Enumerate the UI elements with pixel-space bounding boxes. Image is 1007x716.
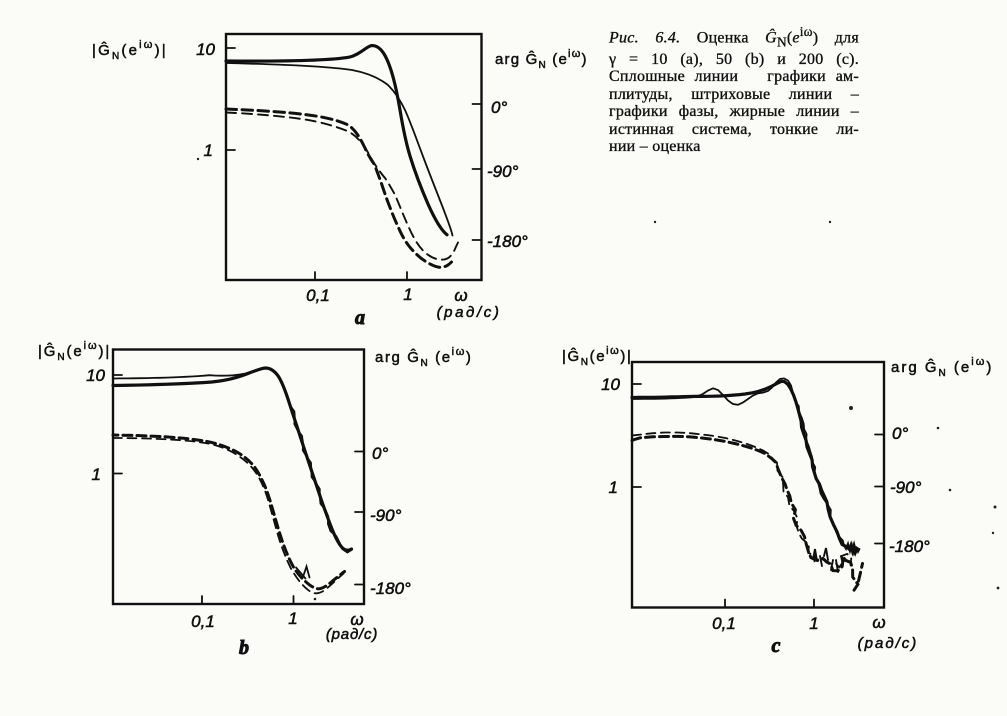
svg-text:1: 1	[204, 141, 213, 160]
svg-text:c: c	[772, 635, 781, 657]
svg-text:0°: 0°	[372, 444, 388, 463]
svg-text:a: a	[355, 307, 365, 329]
svg-text:|ĜN(eiω)|: |ĜN(eiω)|	[562, 345, 632, 368]
svg-text:10: 10	[601, 375, 620, 394]
svg-text:-180°: -180°	[889, 537, 930, 556]
svg-text:10: 10	[196, 40, 215, 59]
svg-text:-90°: -90°	[487, 162, 519, 181]
svg-text:arg ĜN (eiω): arg ĜN (eiω)	[891, 356, 993, 379]
svg-text:b: b	[239, 637, 249, 659]
svg-text:0°: 0°	[892, 424, 908, 443]
svg-text:|ĜN(eiω)|: |ĜN(eiω)|	[38, 340, 111, 363]
svg-text:1: 1	[809, 614, 818, 633]
svg-text:1: 1	[92, 465, 101, 484]
svg-text:0,1: 0,1	[191, 612, 215, 631]
svg-text:ω: ω	[454, 286, 467, 305]
svg-text:0,1: 0,1	[712, 614, 736, 633]
svg-text:-90°: -90°	[890, 478, 922, 497]
svg-text:(рад/с): (рад/с)	[326, 626, 378, 643]
svg-text:-90°: -90°	[370, 506, 402, 525]
svg-text:ω: ω	[350, 610, 363, 629]
svg-text:1: 1	[288, 609, 297, 628]
svg-text:arg ĜN (eiω): arg ĜN (eiω)	[495, 48, 588, 71]
svg-text:1: 1	[403, 285, 412, 304]
svg-text:-180°: -180°	[370, 579, 411, 598]
svg-text:ω: ω	[872, 613, 885, 632]
svg-text:1: 1	[609, 478, 618, 497]
svg-text:(рад/с): (рад/с)	[437, 304, 502, 321]
svg-text:0°: 0°	[491, 98, 507, 117]
svg-text:10: 10	[86, 366, 105, 385]
svg-text:arg ĜN (eiω): arg ĜN (eiω)	[375, 346, 473, 369]
svg-text:(рад/с): (рад/с)	[858, 635, 919, 652]
svg-text:0,1: 0,1	[306, 286, 330, 305]
svg-text:-180°: -180°	[487, 232, 528, 251]
svg-text:|ĜN(eiω)|: |ĜN(eiω)|	[92, 39, 168, 62]
